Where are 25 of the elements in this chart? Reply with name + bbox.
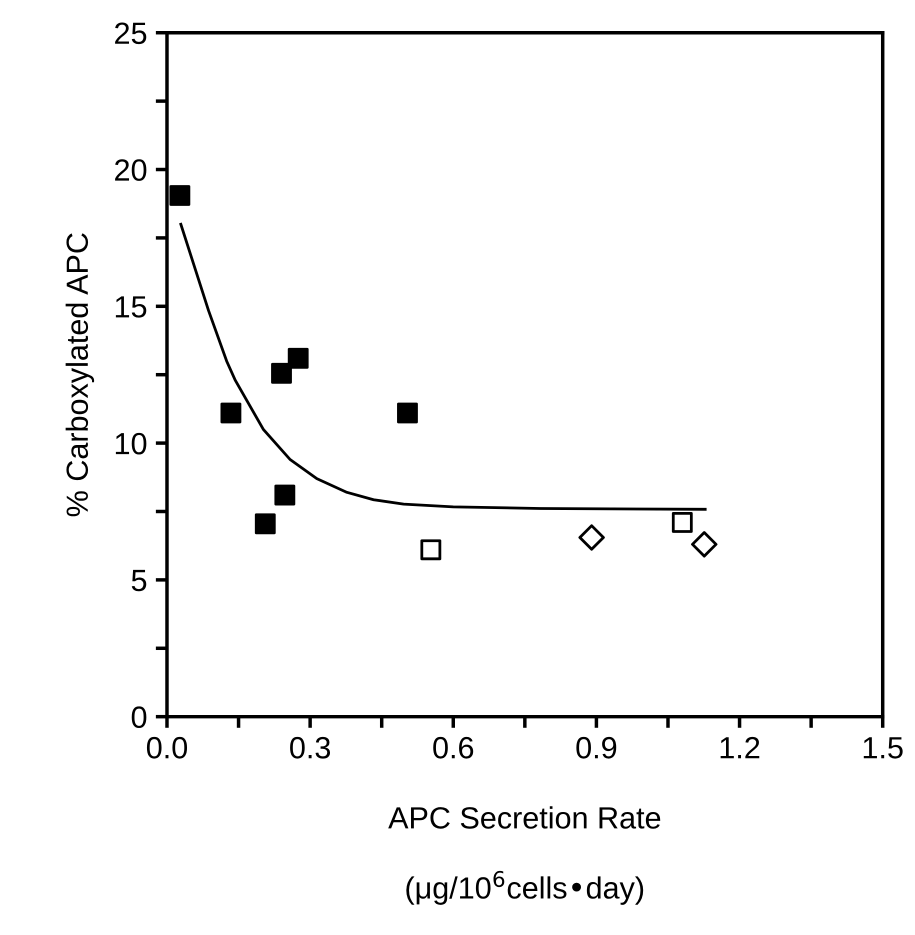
text: APC Secretion Rate (μg/10$^{6}$cells•day)	[388, 806, 660, 905]
point	[271, 362, 292, 384]
y-tick-label: 25	[115, 22, 146, 44]
point	[578, 524, 605, 551]
point	[672, 512, 693, 533]
point	[397, 402, 418, 424]
point	[691, 531, 718, 558]
point	[220, 402, 242, 424]
point	[254, 513, 276, 534]
point	[274, 484, 296, 506]
y-tick-label: 15	[116, 296, 146, 318]
point	[420, 539, 442, 560]
x-tick-label: 0.0	[146, 736, 188, 759]
x-tick-label: 0.3	[290, 736, 330, 759]
y-tick-label: 5	[132, 570, 146, 592]
x-tick-label: 1.5	[864, 737, 903, 759]
y-tick-label: 0	[132, 706, 146, 728]
point	[169, 185, 190, 206]
x-tick-label: 0.9	[576, 736, 616, 759]
x-tick-label: 0.6	[433, 736, 474, 759]
y-tick-label: 10	[116, 432, 146, 454]
point	[288, 348, 309, 369]
y-tick-label: 20	[115, 159, 146, 181]
y-axis-title: % Carboxylated APC	[66, 233, 94, 516]
x-tick-label: 1.2	[720, 736, 760, 758]
